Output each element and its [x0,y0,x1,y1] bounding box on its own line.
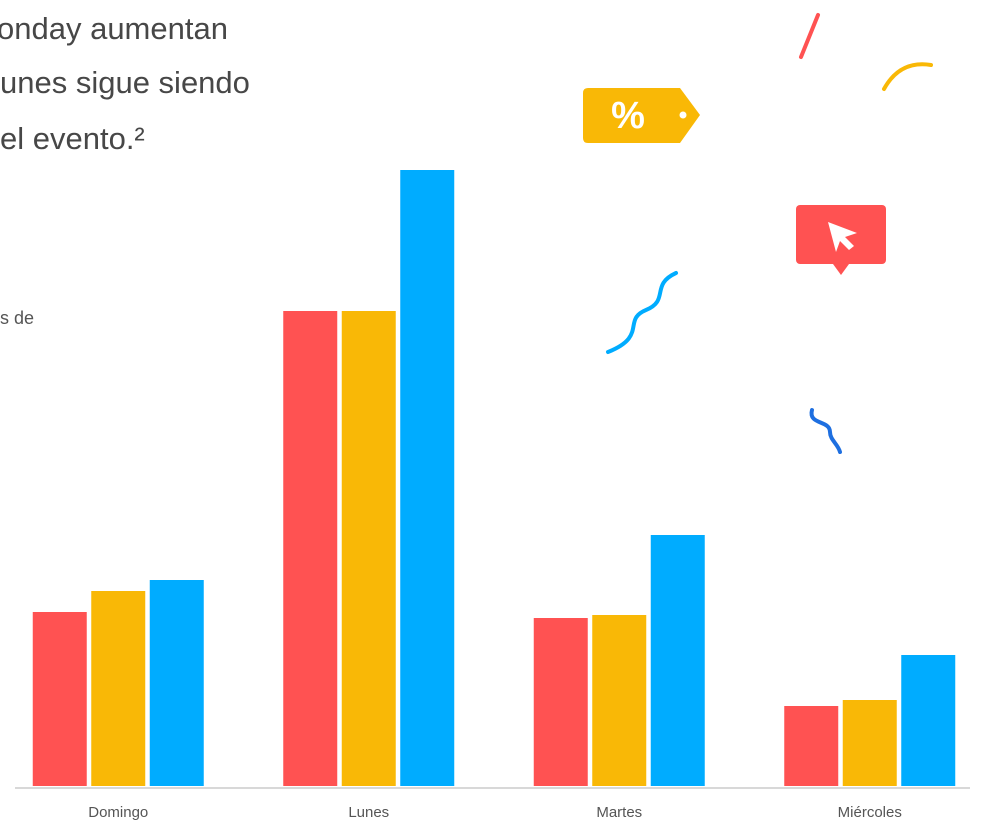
note: s de [0,308,34,328]
x-tick-label: Miércoles [838,804,902,821]
bar [650,535,705,786]
bar [283,311,338,786]
svg-text:%: % [611,95,645,137]
decorations: % [583,13,933,454]
title-line: unes sigue siendo [0,65,250,100]
x-tick-label: Martes [596,804,642,821]
bar [149,580,204,786]
x-tick-label: Lunes [348,804,389,821]
bar [592,615,647,786]
title-line: onday aumentan [0,11,228,46]
bar [533,618,588,786]
bar [400,170,455,786]
x-tick-label: Domingo [88,804,148,821]
bar [901,655,956,786]
bar [784,706,839,786]
bar [341,311,396,786]
bar [32,612,87,786]
title-line: el evento.² [0,121,145,156]
bar [842,700,897,786]
bar [91,591,146,786]
